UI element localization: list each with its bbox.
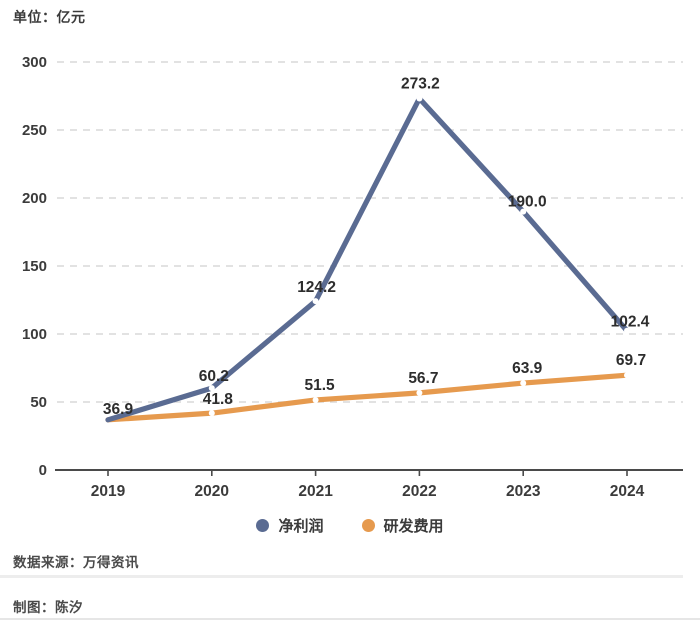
data-point-label: 190.0 [508,194,547,211]
x-axis-tick-label: 2022 [402,483,436,500]
unit-label: 单位：亿元 [13,9,86,25]
y-axis-tick-label: 50 [30,394,47,411]
data-point-label: 69.7 [616,352,646,369]
data-point-label: 41.8 [203,391,234,408]
legend-item-net-profit: 净利润 [256,515,324,536]
y-axis-tick-label: 200 [22,190,47,207]
data-point-label: 102.4 [611,314,650,331]
data-point-marker [624,372,630,379]
y-axis-tick-label: 300 [22,54,47,71]
data-point-marker [624,327,630,334]
legend-label: 净利润 [278,518,324,535]
y-axis-tick-label: 100 [22,326,47,343]
data-point-label: 56.7 [408,370,438,387]
y-axis-tick-label: 150 [22,258,47,275]
data-point-label: 60.2 [199,368,229,385]
bottom-border-line [0,618,700,620]
data-point-marker [416,389,423,396]
net-profit-dot-icon [256,519,270,532]
data-point-label: 36.9 [103,401,134,418]
data-point-label: 124.2 [297,279,336,296]
data-point-label: 51.5 [305,377,336,394]
x-axis-tick-label: 2023 [506,483,541,500]
data-point-marker [312,298,319,305]
series-line-net-profit [105,95,630,423]
data-point-marker [208,410,215,417]
rd-expense-dot-icon [361,519,375,532]
y-axis-tick-label: 250 [22,122,47,139]
data-source-label: 数据来源：万得资讯 [13,555,139,570]
x-axis-tick-label: 2019 [91,483,126,500]
legend-item-rd-expense: 研发费用 [361,515,444,536]
data-point-marker [520,208,527,215]
data-point-marker [208,385,215,392]
line-chart: 0 50 100 150 200 250 300 2019 2020 2021 2022 2023 20… [22,54,683,500]
x-axis-tick-label: 2024 [610,483,645,500]
chart-legend: 净利润 研发费用 [0,515,700,536]
data-point-marker [312,396,319,403]
data-point-marker [520,380,527,387]
series-line-rd-expense [105,372,630,423]
separator-line [0,575,683,578]
data-point-label: 63.9 [512,360,543,377]
x-axis-tick-label: 2021 [298,483,333,500]
legend-label: 研发费用 [383,518,444,535]
data-point-marker [416,95,423,102]
credit-label: 制图：陈汐 [13,600,83,615]
x-axis-tick-label: 2020 [195,483,229,500]
data-point-label: 273.2 [401,75,440,92]
y-axis-tick-label: 0 [39,462,47,479]
